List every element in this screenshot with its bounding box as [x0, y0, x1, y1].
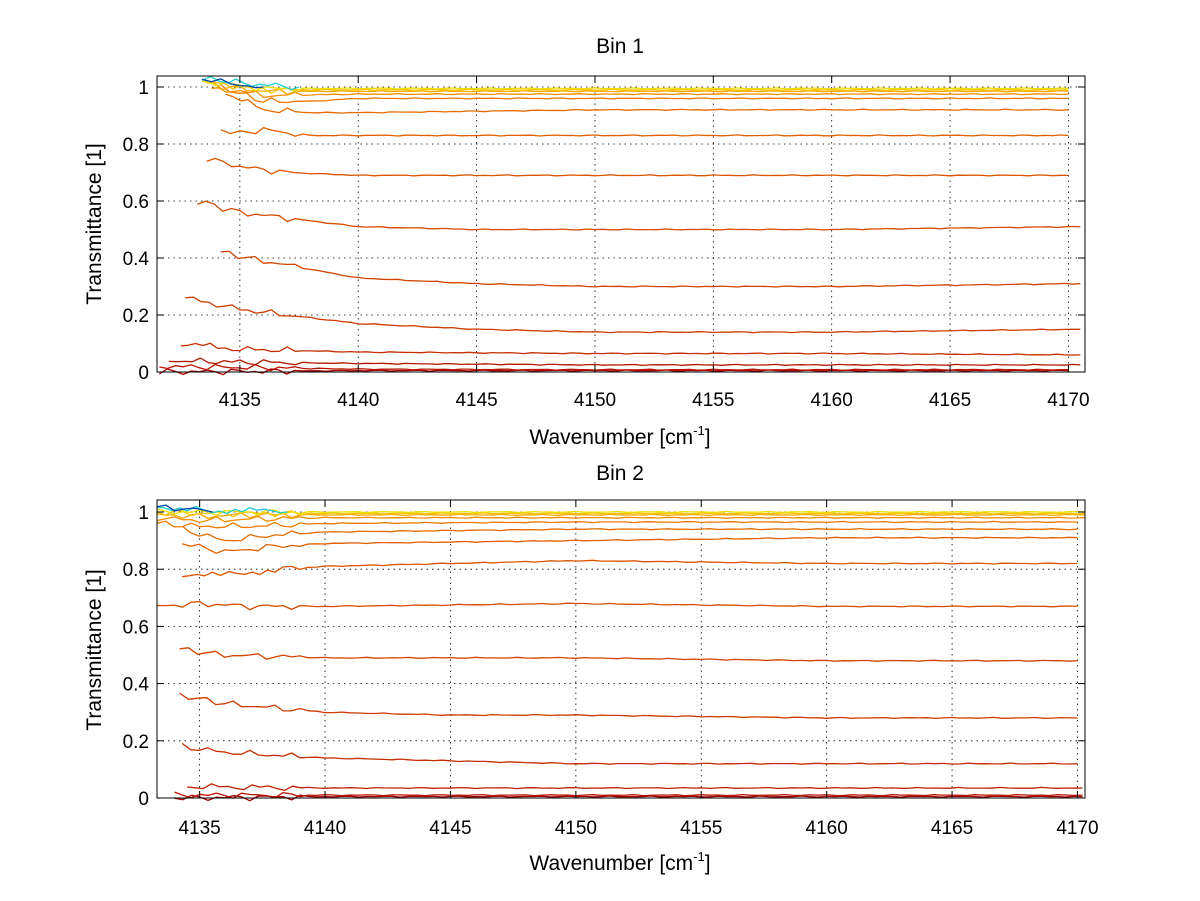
series-line-level-14 — [201, 79, 1069, 94]
series-line-level-3 — [168, 357, 1081, 367]
x-tick-label: 4150 — [555, 818, 597, 839]
plot-frame — [156, 75, 1086, 373]
y-tick-label: 1 — [138, 503, 149, 524]
series-line-level-1 — [174, 794, 1083, 802]
series-line-level-5 — [179, 692, 1078, 720]
chart-bin-2: Bin 2 4135 4140 4145 4150 4155 4160 4165 4170 0 0… — [83, 462, 1099, 875]
x-tick-label: 4140 — [304, 818, 346, 839]
series-line-level-7 — [196, 200, 1081, 231]
x-tick-label: 4135 — [178, 818, 220, 839]
y-tick-label: 0 — [138, 789, 149, 810]
series-line-level-5 — [185, 296, 1081, 334]
x-tick-label: 4155 — [680, 818, 722, 839]
y-axis-label: Transmittance [1] — [83, 143, 106, 304]
y-tick-label: 0.8 — [123, 560, 149, 581]
chart-title: Bin 1 — [596, 35, 644, 58]
series-line-level-7 — [156, 600, 1078, 611]
x-tick-label: 4165 — [931, 818, 973, 839]
y-tick-label: 0 — [138, 363, 149, 384]
y-tick-label: 0.6 — [123, 617, 149, 638]
series-line-level-4 — [181, 742, 1078, 765]
series-line-level-12 — [211, 87, 1069, 99]
x-tick-label: 4170 — [1056, 818, 1098, 839]
series-line-level-6 — [220, 250, 1081, 288]
x-tick-label: 4140 — [337, 390, 379, 411]
x-tick-label: 4170 — [1047, 390, 1089, 411]
series-line-level-3 — [187, 783, 1083, 792]
series-line-level-17 — [201, 78, 264, 89]
series-line-level-12 — [156, 515, 1086, 524]
y-tick-label: 0.8 — [123, 135, 149, 156]
series-line-level-10 — [181, 525, 1078, 542]
x-tick-label: 4145 — [429, 818, 471, 839]
x-tick-label: 4145 — [455, 390, 497, 411]
series-line-level-13 — [156, 512, 1085, 520]
series-line-level-13 — [206, 82, 1069, 95]
x-tick-label: 4165 — [929, 390, 971, 411]
y-tick-label: 1 — [138, 78, 149, 99]
series-line-level-6 — [179, 647, 1078, 662]
plot-frame — [156, 499, 1086, 799]
y-tick-label: 0.4 — [123, 249, 150, 270]
x-tick-label: 4150 — [574, 390, 616, 411]
chart-title: Bin 2 — [596, 462, 644, 485]
series-line-level-8 — [182, 559, 1078, 578]
series-line-level-15 — [201, 80, 1069, 92]
series-line-level-16 — [156, 505, 288, 515]
y-tick-label: 0.2 — [123, 306, 149, 327]
y-tick-label: 0.2 — [123, 732, 149, 753]
x-tick-label: 4155 — [692, 390, 734, 411]
y-tick-label: 0.4 — [123, 675, 150, 696]
series-line-level-9 — [220, 126, 1069, 137]
x-tick-label: 4160 — [811, 390, 853, 411]
series-line-level-10 — [225, 93, 1069, 114]
x-tick-label: 4160 — [806, 818, 848, 839]
chart-bin-1: Bin 1 4135 4140 4145 4150 4155 4160 4165 4170 0 0… — [83, 35, 1090, 449]
y-axis-label: Transmittance [1] — [83, 569, 106, 730]
series-line-level-1 — [159, 368, 1069, 376]
series-line-level-9 — [181, 536, 1078, 554]
series-line-level-17 — [156, 504, 213, 513]
series-line-level-11 — [156, 520, 1078, 529]
x-axis-label: Wavenumber [cm-1] — [529, 849, 710, 875]
x-axis-label: Wavenumber [cm-1] — [529, 423, 710, 449]
series-line-level-4 — [180, 342, 1081, 356]
series-line-level-11 — [220, 84, 1069, 104]
series-line-level-2 — [159, 363, 1069, 372]
series-line-level-14 — [156, 509, 1086, 518]
series-line-level-15 — [156, 508, 1086, 516]
y-tick-label: 0.6 — [123, 192, 149, 213]
series-line-level-2 — [174, 791, 1083, 799]
series-line-level-8 — [206, 157, 1069, 177]
x-tick-label: 4135 — [219, 390, 261, 411]
